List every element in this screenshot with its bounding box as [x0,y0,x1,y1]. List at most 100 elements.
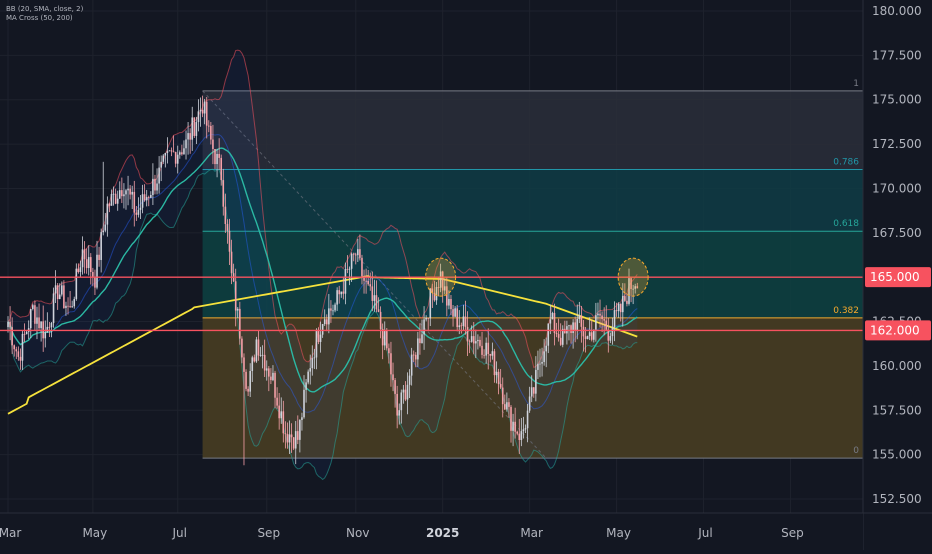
candle[interactable] [268,366,270,392]
candle[interactable] [164,152,167,168]
candle[interactable] [441,270,444,303]
candle[interactable] [526,403,529,443]
candle[interactable] [462,304,465,331]
time-axis[interactable]: Mar May Jul Sep Nov 2025 Mar May Jul Sep [0,512,932,550]
candle[interactable] [19,348,22,370]
candle[interactable] [578,301,581,324]
candle[interactable] [112,186,115,206]
candle[interactable] [541,347,543,377]
candle[interactable] [129,185,131,200]
candle[interactable] [574,316,576,343]
candle[interactable] [605,305,608,332]
candle[interactable] [152,163,154,205]
candle[interactable] [377,297,380,313]
candle[interactable] [323,309,326,326]
candle[interactable] [456,304,458,332]
candle[interactable] [272,365,274,382]
candle[interactable] [172,135,175,153]
candle[interactable] [210,121,212,145]
candle[interactable] [259,346,262,357]
candle[interactable] [615,302,618,317]
candle[interactable] [127,175,129,206]
candle[interactable] [479,336,481,348]
candle[interactable] [551,311,554,320]
candle[interactable] [245,369,247,392]
candle[interactable] [203,98,206,125]
candle[interactable] [354,252,357,265]
candle[interactable] [123,183,125,209]
candle[interactable] [305,379,307,403]
candle[interactable] [367,269,369,286]
candle[interactable] [294,420,297,465]
candle[interactable] [243,353,245,466]
candle[interactable] [499,369,502,389]
candle[interactable] [501,377,504,418]
candle[interactable] [145,189,148,207]
candle[interactable] [338,285,340,304]
candle[interactable] [595,302,597,342]
candle[interactable] [249,363,251,398]
candle[interactable] [176,145,179,174]
candle[interactable] [54,270,57,303]
legend-bollinger-bands[interactable]: BB (20, SMA, close, 2) [6,5,84,13]
candle[interactable] [143,184,146,202]
candle[interactable] [357,238,359,263]
candle[interactable] [166,137,169,164]
candle[interactable] [75,263,78,301]
fibonacci-retracement[interactable]: 1 0.786 0.618 0.382 0 [202,79,863,459]
candle[interactable] [330,300,332,323]
legend-ma-cross[interactable]: MA Cross (50, 200) [6,14,73,22]
candle[interactable] [236,307,239,319]
candle[interactable] [133,180,136,227]
candle[interactable] [325,314,328,332]
candle[interactable] [365,268,367,294]
candle[interactable] [443,278,446,295]
candle[interactable] [530,375,533,403]
candle[interactable] [561,325,564,348]
candle[interactable] [108,202,111,213]
candle[interactable] [559,323,562,346]
candle[interactable] [253,354,256,363]
candle[interactable] [110,189,113,206]
candle[interactable] [628,268,630,306]
candle[interactable] [414,352,417,368]
candle[interactable] [371,271,374,312]
candle[interactable] [437,277,440,297]
candle[interactable] [265,360,268,381]
candle[interactable] [510,405,512,443]
candle[interactable] [87,245,90,276]
candle[interactable] [170,147,173,157]
candle[interactable] [383,321,386,351]
candle[interactable] [599,299,601,328]
candle[interactable] [421,319,423,344]
candle[interactable] [468,339,471,354]
candle[interactable] [429,288,432,327]
candle[interactable] [83,241,86,274]
candle[interactable] [313,348,316,369]
candle[interactable] [613,301,616,342]
candle[interactable] [588,317,591,341]
candle[interactable] [29,308,32,339]
candle[interactable] [404,381,407,402]
candle[interactable] [239,301,241,345]
candle[interactable] [621,283,624,327]
candle[interactable] [547,323,550,354]
candle[interactable] [286,422,289,449]
candle[interactable] [79,260,82,278]
candle[interactable] [632,284,634,305]
candle[interactable] [156,168,158,195]
candle[interactable] [472,322,475,355]
candle[interactable] [516,430,519,436]
candlesticks[interactable] [7,95,639,466]
candle[interactable] [489,353,492,363]
candle[interactable] [344,262,347,305]
candle[interactable] [263,339,266,377]
candle[interactable] [524,424,527,434]
candle[interactable] [52,287,55,328]
candle[interactable] [65,301,67,316]
candle[interactable] [334,302,336,313]
candle[interactable] [303,375,305,419]
candle[interactable] [212,124,214,165]
candle[interactable] [439,263,442,293]
